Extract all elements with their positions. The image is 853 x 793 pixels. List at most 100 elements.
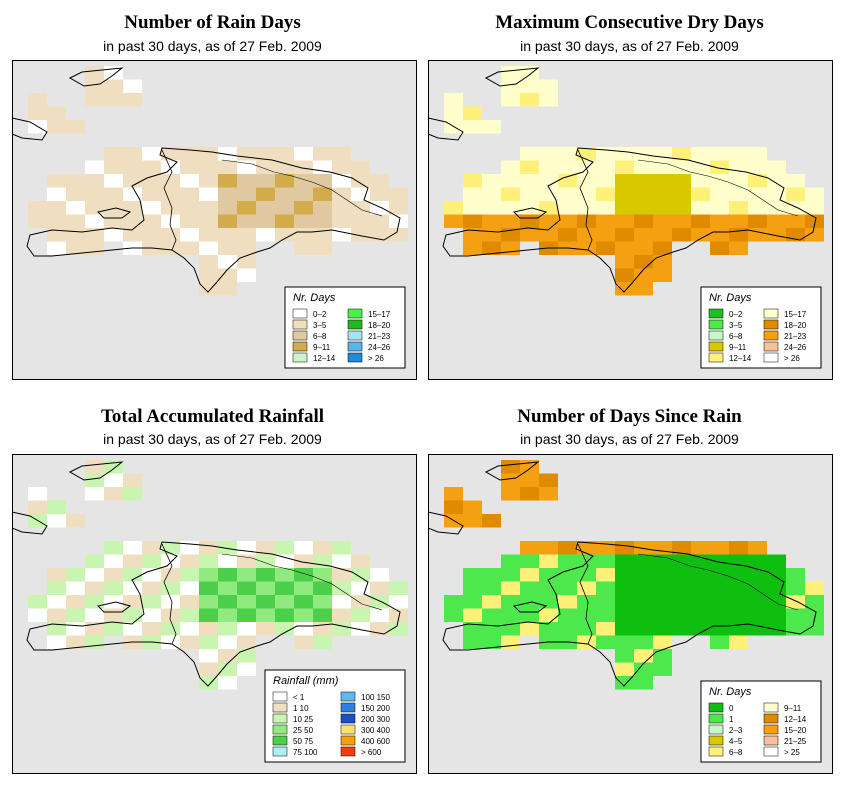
grid-cell <box>275 568 294 582</box>
grid-cell <box>199 649 218 663</box>
grid-cell <box>218 595 237 609</box>
grid-cell <box>520 174 539 188</box>
coastline <box>442 147 817 293</box>
grid-cell <box>596 174 615 188</box>
legend-label: 100 150 <box>361 693 390 702</box>
grid-cell <box>123 228 142 242</box>
legend-label: 1 10 <box>293 704 309 713</box>
grid-cell <box>710 147 729 161</box>
grid-cell <box>275 174 294 188</box>
grid-cell <box>501 201 520 215</box>
grid-cell <box>463 622 482 636</box>
grid-cell <box>389 622 408 636</box>
coastline <box>637 159 799 217</box>
legend-swatch <box>347 319 363 330</box>
grid-cell <box>256 554 275 568</box>
legend-title: Nr. Days <box>709 292 752 304</box>
legend-label: 21–23 <box>368 332 391 341</box>
legend-title: Nr. Days <box>709 686 752 698</box>
grid-cell <box>199 622 218 636</box>
grid-cell <box>539 622 558 636</box>
grid-cell <box>351 160 370 174</box>
grid-cell <box>104 228 123 242</box>
grid-cell <box>672 568 691 582</box>
grid-cell <box>786 187 805 201</box>
grid-cell <box>66 595 85 609</box>
grid-cell <box>805 595 824 609</box>
grid-cell <box>672 581 691 595</box>
grid-cell <box>634 201 653 215</box>
rainfall-map: Rainfall (mm) < 1 1 10 10 25 25 50 50 75 75 10… <box>12 454 417 774</box>
coastline <box>221 159 383 217</box>
grid-cell <box>332 608 351 622</box>
grid-cell <box>294 201 313 215</box>
grid-cell <box>691 187 710 201</box>
grid-cell <box>85 608 104 622</box>
grid-cell <box>520 160 539 174</box>
grid-cell <box>539 473 558 487</box>
grid-cell <box>653 649 672 663</box>
grid-cell <box>615 595 634 609</box>
legend-label: > 600 <box>361 748 382 757</box>
grid-cell <box>199 228 218 242</box>
grid-cell <box>729 595 748 609</box>
coastline <box>442 541 817 687</box>
coastline <box>68 67 124 87</box>
legend-label: 300 400 <box>361 726 390 735</box>
grid-cell <box>463 228 482 242</box>
grid-cell <box>104 187 123 201</box>
grid-cell <box>748 187 767 201</box>
grid-cell <box>199 255 218 269</box>
legend-swatch <box>272 746 288 757</box>
legend-swatch <box>708 746 724 757</box>
legend-label: 15–17 <box>784 310 807 319</box>
grid-cell <box>237 214 256 228</box>
grid-cell <box>104 622 123 636</box>
grid-cell <box>104 595 123 609</box>
grid-cell <box>539 93 558 107</box>
grid-cell <box>729 568 748 582</box>
coastline <box>637 553 799 611</box>
grid-cell <box>66 622 85 636</box>
grid-cell <box>313 147 332 161</box>
grid-cell <box>786 214 805 228</box>
grid-cell <box>237 622 256 636</box>
grid-cell <box>767 595 786 609</box>
grid-cell <box>596 608 615 622</box>
grid-cell <box>313 241 332 255</box>
grid-cell <box>104 201 123 215</box>
grid-cell <box>501 568 520 582</box>
coastline <box>484 461 540 481</box>
grid-cell <box>615 187 634 201</box>
grid-cell <box>370 174 389 188</box>
legend: Rainfall (mm) < 1 1 10 10 25 25 50 50 75 75 10… <box>264 669 406 763</box>
grid-cell <box>634 282 653 296</box>
grid-cell <box>539 228 558 242</box>
grid-cell <box>237 649 256 663</box>
legend-swatch <box>708 352 724 363</box>
grid-cell <box>275 147 294 161</box>
panel-4-title: Number of Days Since Rain <box>517 406 742 427</box>
grid-cell <box>444 595 463 609</box>
legend-label: 25 50 <box>293 726 314 735</box>
grid-cell <box>275 581 294 595</box>
legend-swatch <box>708 713 724 724</box>
grid-cell <box>615 147 634 161</box>
grid-cell <box>85 487 104 501</box>
grid-cell <box>596 160 615 174</box>
legend-swatch <box>272 735 288 746</box>
grid-cell <box>85 473 104 487</box>
grid-cell <box>710 201 729 215</box>
grid-cell <box>199 147 218 161</box>
grid-cell <box>66 174 85 188</box>
grid-cell <box>463 106 482 120</box>
grid-cell <box>142 201 161 215</box>
grid-cell <box>237 201 256 215</box>
grid-cell <box>729 541 748 555</box>
grid-cell <box>47 241 66 255</box>
grid-cell <box>313 635 332 649</box>
grid-cell <box>634 541 653 555</box>
grid-cell <box>66 187 85 201</box>
grid-cell <box>237 581 256 595</box>
grid-cell <box>142 187 161 201</box>
